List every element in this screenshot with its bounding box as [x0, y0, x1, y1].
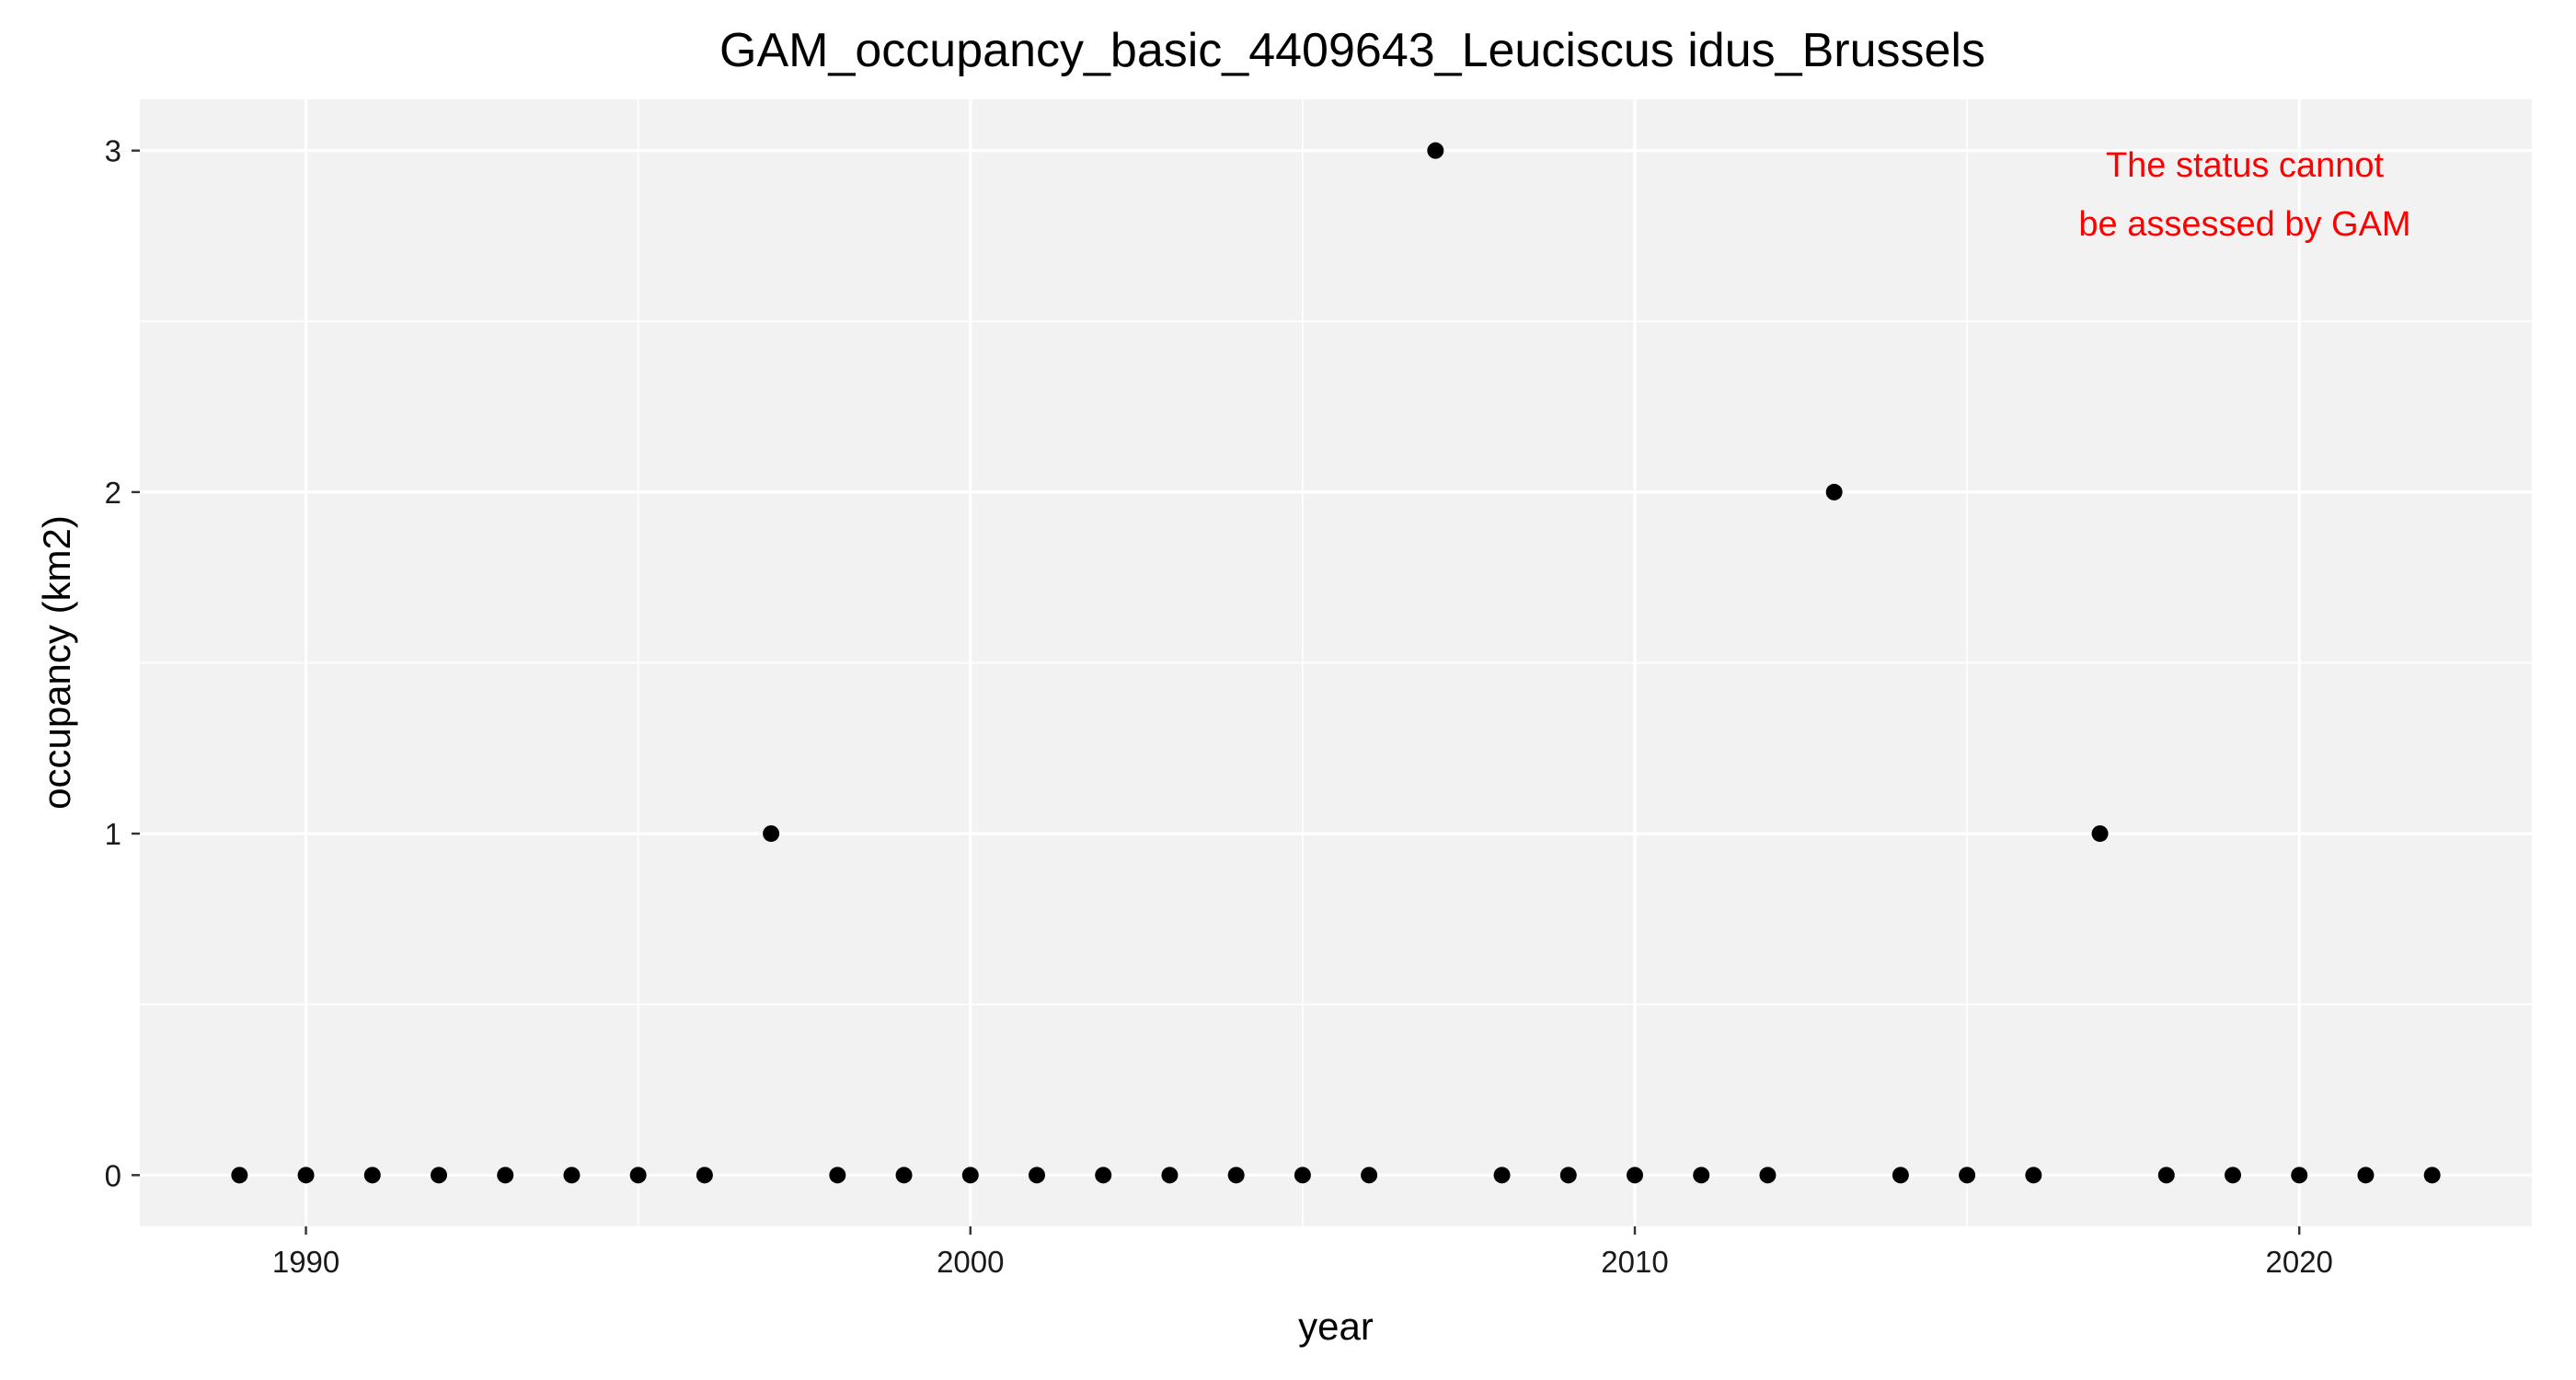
y-tick-label: 0: [105, 1158, 121, 1192]
data-point: [1361, 1167, 1378, 1184]
data-point: [497, 1167, 514, 1184]
x-axis-title: year: [1298, 1305, 1374, 1348]
annotation-line-2: be assessed by GAM: [2078, 205, 2410, 244]
data-point: [961, 1167, 979, 1184]
data-point: [829, 1167, 846, 1184]
status-annotation: The status cannot be assessed by GAM: [2078, 146, 2410, 244]
data-point: [1427, 142, 1444, 159]
data-point: [1892, 1167, 1909, 1184]
data-point: [2291, 1167, 2308, 1184]
data-point: [1825, 483, 1843, 500]
data-point: [2091, 825, 2109, 843]
data-points: [231, 142, 2441, 1184]
data-point: [1227, 1167, 1245, 1184]
data-point: [1161, 1167, 1179, 1184]
data-point: [2025, 1167, 2042, 1184]
y-axis-title: occupancy (km2): [35, 515, 78, 810]
minor-gridlines: [140, 99, 2532, 1226]
data-point: [1029, 1167, 1045, 1184]
data-point: [1095, 1167, 1112, 1184]
data-point: [1759, 1167, 1777, 1184]
major-gridlines: [140, 99, 2532, 1226]
data-point: [297, 1167, 315, 1184]
y-tick-label: 1: [105, 817, 121, 851]
data-point: [895, 1167, 913, 1184]
x-axis-ticks: 1990 2000 2010 2020: [272, 1226, 2333, 1279]
x-tick-label: 1990: [272, 1245, 339, 1279]
data-point: [1959, 1167, 1976, 1184]
data-point: [1559, 1167, 1577, 1184]
data-point: [363, 1167, 381, 1184]
data-point: [2225, 1167, 2241, 1184]
chart-title: GAM_occupancy_basic_4409643_Leuciscus id…: [719, 24, 1985, 77]
y-tick-label: 2: [105, 476, 121, 510]
data-point: [2157, 1167, 2175, 1184]
y-tick-label: 3: [105, 134, 121, 168]
x-tick-label: 2000: [937, 1245, 1004, 1279]
data-point: [1627, 1167, 1643, 1184]
data-point: [563, 1167, 581, 1184]
data-point: [1493, 1167, 1511, 1184]
data-point: [431, 1167, 447, 1184]
data-point: [1294, 1167, 1311, 1184]
data-point: [2357, 1167, 2375, 1184]
data-point: [231, 1167, 248, 1184]
data-point: [696, 1167, 713, 1184]
data-point: [2423, 1167, 2441, 1184]
annotation-line-1: The status cannot: [2106, 146, 2385, 185]
x-tick-label: 2020: [2266, 1245, 2333, 1279]
data-point: [763, 825, 780, 843]
x-tick-label: 2010: [1601, 1245, 1668, 1279]
data-point: [629, 1167, 647, 1184]
data-point: [1693, 1167, 1710, 1184]
y-axis-ticks: 0 1 2 3: [105, 134, 140, 1192]
